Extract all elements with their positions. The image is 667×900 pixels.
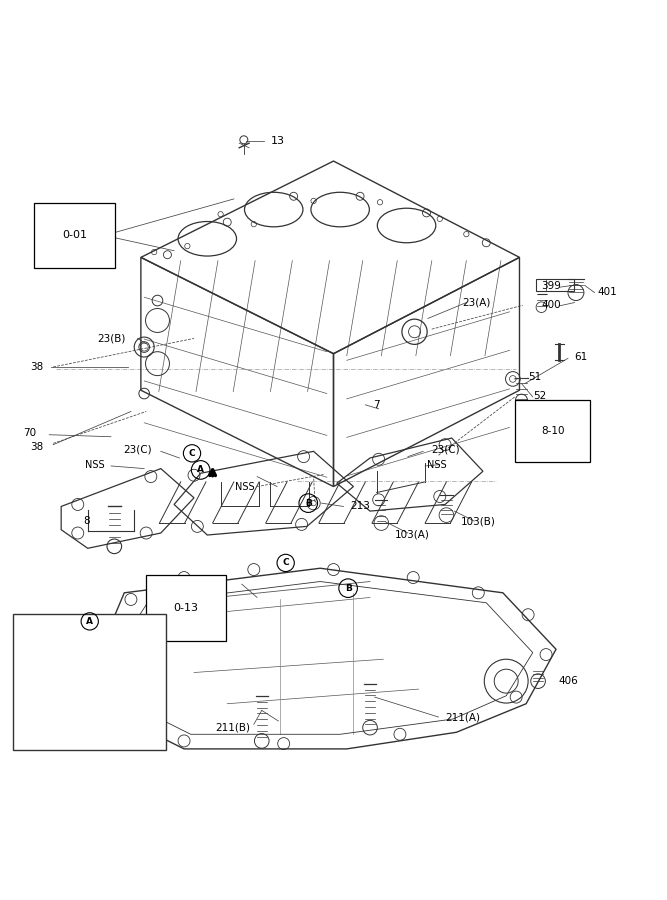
Text: 38: 38 [30, 362, 43, 372]
Text: 23(B): 23(B) [97, 333, 125, 344]
Text: 8-10: 8-10 [541, 427, 564, 436]
Text: NSS: NSS [85, 460, 104, 471]
Text: 0-01: 0-01 [62, 230, 87, 240]
Text: 23(C): 23(C) [431, 445, 460, 455]
Text: 401: 401 [598, 287, 618, 297]
Text: 103(A): 103(A) [394, 529, 430, 539]
Text: 13: 13 [270, 136, 284, 146]
Text: 70: 70 [23, 428, 36, 438]
Text: C: C [189, 449, 195, 458]
Text: A: A [86, 616, 93, 625]
Text: NSS: NSS [235, 482, 255, 491]
Text: 211(B): 211(B) [215, 723, 251, 733]
FancyBboxPatch shape [13, 614, 166, 751]
Text: B: B [305, 499, 311, 508]
Text: NSS: NSS [427, 460, 446, 470]
Text: 399: 399 [542, 281, 561, 291]
Text: 211(A): 211(A) [445, 713, 480, 723]
Text: 103(B): 103(B) [461, 517, 496, 526]
Text: 52: 52 [533, 391, 546, 401]
Text: B: B [345, 584, 352, 593]
Text: 7: 7 [374, 400, 380, 410]
Text: 213: 213 [350, 501, 370, 511]
Text: 45: 45 [564, 400, 577, 410]
Text: 61: 61 [574, 352, 587, 362]
Text: 38: 38 [30, 442, 43, 452]
Text: C: C [282, 558, 289, 567]
Text: 406: 406 [558, 676, 578, 686]
Text: 51: 51 [528, 372, 542, 382]
Text: 23(C): 23(C) [123, 445, 152, 455]
Text: 61: 61 [107, 716, 119, 725]
Text: A: A [197, 465, 204, 474]
Text: 8: 8 [83, 516, 90, 526]
Text: 0-13: 0-13 [173, 603, 199, 613]
Text: VIEW: VIEW [42, 616, 71, 626]
Text: 352: 352 [50, 716, 67, 725]
Text: 23(A): 23(A) [462, 298, 490, 308]
Text: 400: 400 [542, 301, 561, 310]
